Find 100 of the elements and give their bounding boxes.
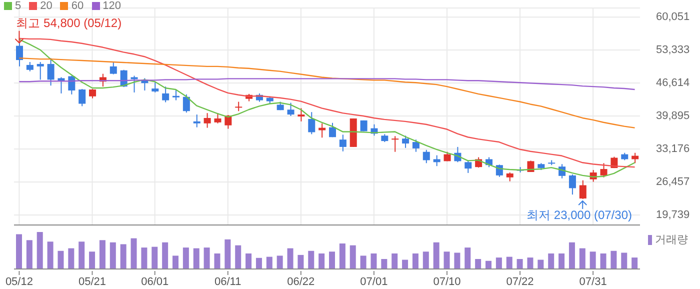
bar [78, 242, 85, 269]
bar [47, 242, 54, 269]
bar [350, 245, 356, 269]
candlestick [392, 136, 399, 152]
bar [610, 250, 617, 269]
bar [110, 242, 116, 269]
candlestick [464, 160, 472, 174]
x-tick-label: 07/10 [433, 276, 461, 288]
candlestick [433, 154, 440, 167]
candlestick [412, 139, 420, 152]
bar [246, 253, 252, 269]
candlestick [204, 112, 211, 128]
bar [298, 254, 304, 269]
candlestick [110, 62, 117, 75]
bar [266, 256, 272, 269]
x-tick-label: 05/21 [78, 276, 106, 288]
y-tick-label: 33,176 [656, 143, 690, 156]
candlestick [78, 88, 86, 107]
bar [558, 253, 565, 269]
bar [486, 260, 492, 269]
bar [16, 234, 22, 269]
bar [590, 252, 596, 269]
bar [162, 242, 168, 269]
bar [214, 253, 220, 269]
bar [433, 242, 440, 269]
bar [527, 258, 534, 269]
candlestick [182, 94, 190, 114]
x-tick-label: 05/12 [5, 276, 33, 288]
candlestick [162, 86, 170, 103]
candlestick [130, 75, 138, 93]
candlestick [298, 108, 305, 122]
legend-label: 60 [71, 0, 84, 12]
candlestick [600, 162, 608, 178]
bar [496, 258, 502, 269]
x-tick-label: 07/01 [360, 276, 388, 288]
bar [339, 243, 346, 269]
annotation: 최저 23,000 (07/30) [526, 208, 632, 222]
bar [329, 252, 335, 269]
x-tick-label: 07/31 [579, 276, 607, 288]
bar [464, 248, 471, 269]
bar [370, 253, 377, 269]
bar [276, 256, 283, 269]
bar [402, 260, 408, 269]
bar [412, 253, 418, 269]
candlestick [214, 112, 222, 124]
bar [287, 248, 294, 269]
annotation: 최고 54,800 (05/12) [16, 16, 122, 30]
bar [318, 253, 325, 269]
y-tick-label: 19,739 [656, 208, 690, 221]
candlestick [287, 102, 294, 117]
bar [193, 248, 200, 269]
bar [89, 252, 96, 269]
y-tick-label: 53,333 [656, 44, 690, 56]
bar [579, 248, 586, 269]
bar [516, 259, 523, 269]
bar [621, 252, 628, 269]
candlestick [579, 180, 586, 200]
bar [392, 253, 398, 269]
bar [548, 253, 554, 269]
candlestick [329, 122, 336, 138]
y-tick-label: 26,457 [656, 176, 690, 188]
bar [120, 244, 126, 269]
bar [204, 248, 210, 269]
bar [172, 256, 178, 269]
candlestick [568, 174, 576, 196]
bar [568, 242, 575, 269]
y-tick-label: 60,051 [656, 11, 690, 24]
candlestick [89, 88, 96, 99]
y-tick-label: 39,895 [656, 110, 690, 122]
bar [444, 252, 450, 269]
bar [308, 250, 314, 269]
bar [58, 250, 64, 269]
candlestick [193, 114, 200, 128]
candlestick [172, 89, 180, 101]
bar [360, 256, 366, 269]
bar [256, 258, 262, 269]
legend-label: 20 [40, 0, 52, 12]
candlestick [36, 62, 44, 80]
x-tick-label: 07/22 [506, 276, 534, 288]
bar [141, 248, 148, 269]
candlestick [339, 134, 346, 152]
candlestick [402, 135, 410, 148]
y-tick-label: 46,614 [656, 77, 690, 90]
bar [506, 256, 512, 269]
candlestick [26, 62, 34, 72]
legend-label: 120 [102, 0, 121, 12]
bar [26, 240, 32, 269]
bar [36, 232, 43, 269]
bar [224, 239, 231, 269]
bar [600, 253, 606, 269]
bar [475, 259, 482, 269]
candlestick [58, 76, 65, 94]
bar [235, 245, 242, 269]
bar [422, 252, 429, 269]
bar [99, 240, 106, 269]
bar [538, 260, 544, 269]
bar [381, 259, 388, 269]
candlestick [47, 58, 54, 86]
candlestick [235, 101, 242, 112]
legend-label: 거래량 [655, 233, 688, 247]
